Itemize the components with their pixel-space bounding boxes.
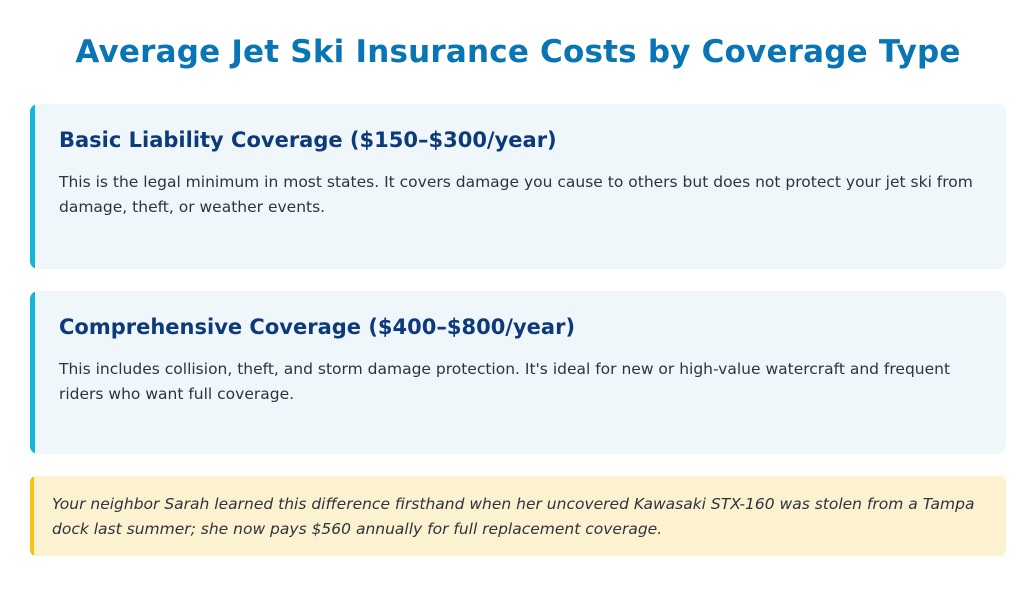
coverage-description: This includes collision, theft, and stor… [59, 360, 951, 403]
anecdote-text: Your neighbor Sarah learned this differe… [52, 495, 975, 538]
coverage-card-basic-liability: Basic Liability Coverage ($150–$300/year… [30, 104, 1006, 269]
coverage-heading: Comprehensive Coverage ($400–$800/year) [59, 315, 576, 339]
coverage-description: This is the legal minimum in most states… [59, 173, 973, 216]
coverage-heading: Basic Liability Coverage ($150–$300/year… [59, 128, 557, 152]
coverage-card-comprehensive: Comprehensive Coverage ($400–$800/year) … [30, 291, 1006, 454]
page-title: Average Jet Ski Insurance Costs by Cover… [75, 34, 961, 70]
anecdote-callout: Your neighbor Sarah learned this differe… [30, 476, 1006, 556]
